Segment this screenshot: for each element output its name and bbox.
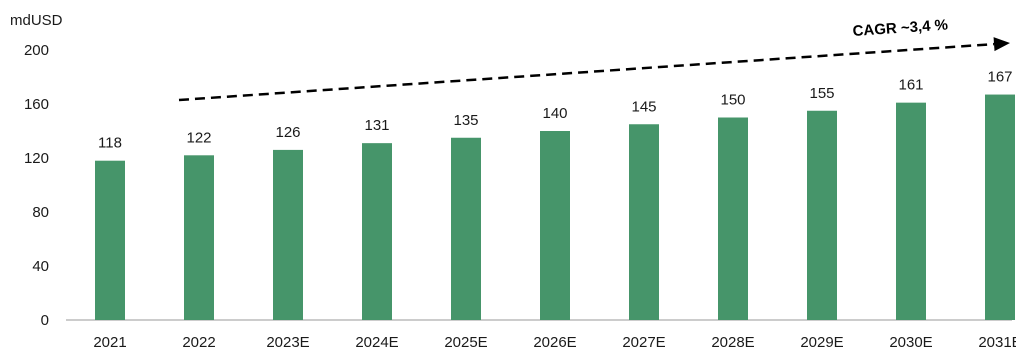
cagr-arrow-line bbox=[178, 42, 995, 102]
bar-value-label: 122 bbox=[186, 129, 211, 146]
y-axis: 0 40 80 120 160 200 bbox=[24, 42, 49, 329]
bar-value-label: 145 bbox=[631, 98, 656, 115]
bar bbox=[985, 94, 1015, 320]
bar-value-label: 140 bbox=[542, 105, 567, 122]
cagr-arrow-head bbox=[993, 37, 1010, 52]
bar-value-label: 161 bbox=[898, 77, 923, 94]
bar bbox=[629, 124, 659, 320]
bars bbox=[95, 94, 1015, 321]
x-tick-label: 2029E bbox=[800, 334, 843, 351]
bar bbox=[95, 160, 125, 320]
cagr-label: CAGR ~3,4 % bbox=[852, 16, 948, 39]
data-labels: 118 122 126 131 135 140 145 150 155 161 167 bbox=[98, 69, 1012, 152]
y-tick-label: 160 bbox=[24, 96, 49, 113]
bar-value-label: 135 bbox=[453, 112, 478, 129]
bar-value-label: 155 bbox=[809, 85, 834, 102]
bar-value-label: 150 bbox=[720, 92, 745, 109]
bar-value-label: 167 bbox=[987, 69, 1012, 86]
y-tick-label: 40 bbox=[32, 258, 49, 275]
y-axis-unit-label: mdUSD bbox=[10, 12, 63, 29]
bar-value-label: 118 bbox=[98, 135, 122, 152]
y-tick-label: 80 bbox=[32, 204, 49, 221]
bar bbox=[896, 102, 926, 321]
x-tick-label: 2027E bbox=[622, 334, 665, 351]
y-tick-label: 0 bbox=[41, 312, 49, 329]
y-tick-label: 200 bbox=[24, 42, 49, 59]
bar bbox=[273, 149, 303, 320]
x-tick-label: 2022 bbox=[182, 334, 215, 351]
bar-value-label: 131 bbox=[364, 117, 389, 134]
bar bbox=[807, 110, 837, 320]
x-tick-label: 2024E bbox=[355, 334, 398, 351]
cagr-annotation: CAGR ~3,4 % bbox=[178, 16, 1010, 102]
bar bbox=[451, 137, 481, 320]
x-tick-label: 2030E bbox=[889, 334, 932, 351]
bar bbox=[718, 117, 748, 320]
bar bbox=[362, 143, 392, 320]
x-axis: 2021 2022 2023E 2024E 2025E 2026E 2027E 2028E 20… bbox=[93, 334, 1016, 351]
y-tick-label: 120 bbox=[24, 150, 49, 167]
bar bbox=[184, 155, 214, 320]
x-tick-label: 2021 bbox=[93, 334, 126, 351]
bar-value-label: 126 bbox=[275, 124, 300, 141]
x-tick-label: 2025E bbox=[444, 334, 487, 351]
x-tick-label: 2026E bbox=[533, 334, 576, 351]
x-tick-label: 2031E bbox=[978, 334, 1016, 351]
x-tick-label: 2028E bbox=[711, 334, 754, 351]
x-tick-label: 2023E bbox=[266, 334, 309, 351]
bar bbox=[540, 131, 570, 320]
